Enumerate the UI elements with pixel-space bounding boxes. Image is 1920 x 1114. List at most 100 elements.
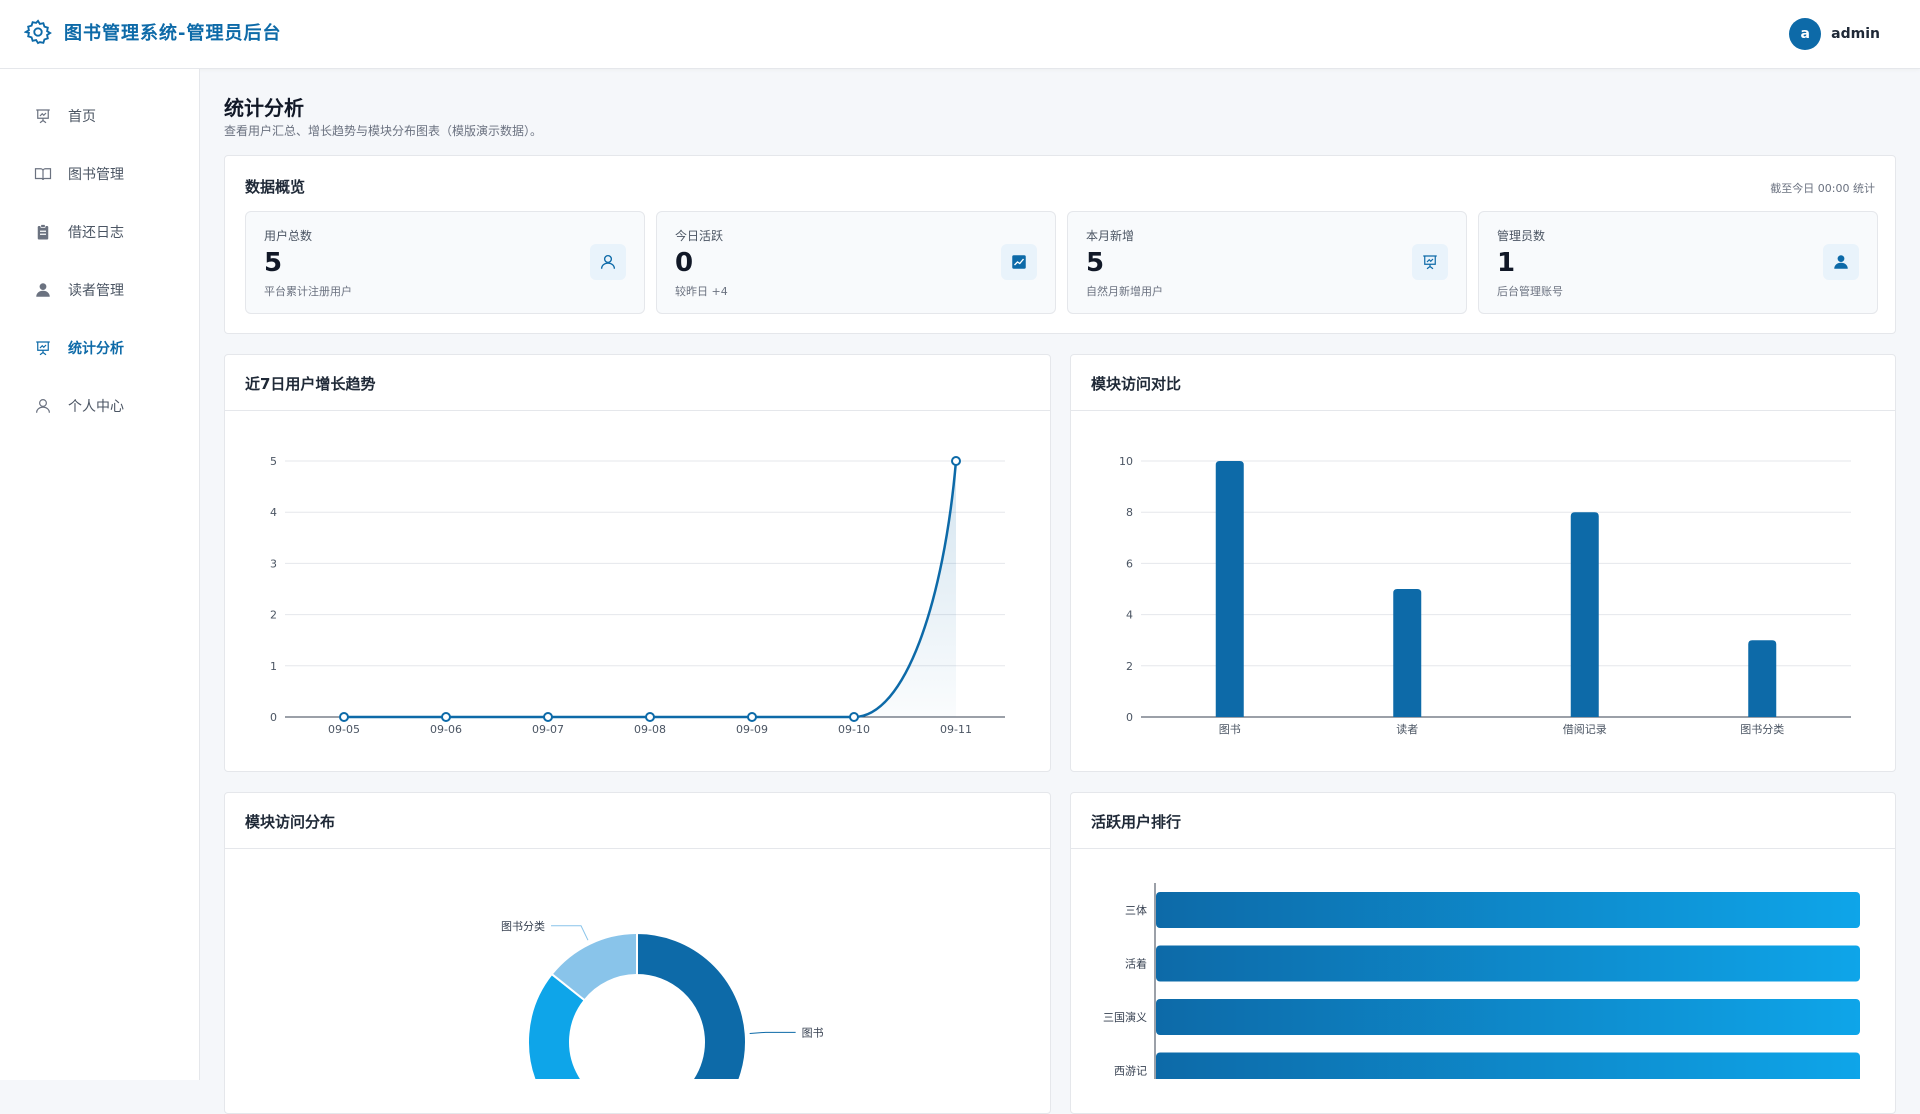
sidebar-item-label: 统计分析 (68, 341, 124, 357)
overview-title: 数据概览 (245, 178, 306, 196)
y-tick-label: 1 (270, 660, 277, 673)
x-tick-label: 09-06 (430, 723, 462, 736)
stat-value: 5 (264, 248, 283, 278)
presentation-icon (1423, 255, 1437, 270)
chart-board-icon (36, 109, 50, 124)
sidebar-item-statistics[interactable]: 统计分析 (0, 328, 199, 368)
y-tick-label: 0 (270, 711, 277, 724)
distribution-chart-panel: 模块访问分布 图书借阅记录图书分类 (224, 792, 1051, 1114)
bar (1215, 461, 1244, 717)
compare-chart-panel: 模块访问对比 0 2 4 6 8 10 图书 读者 借阅记录 图书分类 (1070, 354, 1896, 772)
sidebar-item-label: 首页 (68, 109, 96, 125)
sidebar-item-label: 个人中心 (68, 399, 124, 415)
stat-value: 0 (675, 248, 694, 278)
bar (1748, 640, 1777, 717)
y-tick-label: 3 (270, 557, 277, 570)
bar (1156, 1052, 1860, 1079)
bar (1393, 589, 1422, 717)
clipboard-icon (37, 224, 49, 240)
stat-icon-box (1412, 244, 1448, 280)
sidebar-item-books[interactable]: 图书管理 (0, 154, 199, 194)
stat-label: 今日活跃 (675, 229, 724, 243)
y-tick-label: 4 (270, 506, 277, 519)
sidebar-item-profile[interactable]: 个人中心 (0, 386, 199, 426)
brand[interactable]: 图书管理系统-管理员后台 (24, 18, 281, 46)
stat-icon-box (590, 244, 626, 280)
pie-slice (550, 931, 638, 1002)
page-subtitle: 查看用户汇总、增长趋势与模块分布图表（模版演示数据）。 (224, 124, 543, 138)
data-point (339, 712, 349, 722)
stat-subtext: 自然月新增用户 (1086, 285, 1163, 298)
slice-label: 图书分类 (501, 919, 545, 933)
panel-title: 近7日用户增长趋势 (245, 375, 376, 393)
bar (1570, 512, 1599, 717)
data-point (747, 712, 757, 722)
slice-label: 图书 (802, 1026, 824, 1039)
x-tick-label: 09-08 (634, 723, 666, 736)
user-menu[interactable]: a admin (1789, 18, 1880, 50)
y-tick-label: 0 (1126, 711, 1133, 724)
sidebar-item-label: 借还日志 (68, 225, 124, 241)
user-filled-icon (36, 283, 50, 297)
x-tick-label: 借阅记录 (1563, 723, 1607, 736)
bar (1156, 999, 1860, 1035)
ranking-chart-panel: 活跃用户排行 三体 活着 三国演义 西游记 (1070, 792, 1896, 1114)
x-tick-label: 09-05 (328, 723, 360, 736)
username[interactable]: admin (1831, 26, 1880, 42)
overview-note: 截至今日 00:00 统计 (1770, 182, 1875, 195)
stat-card-admins: 管理员数 1 后台管理账号 (1478, 211, 1878, 314)
book-open-icon (34, 168, 52, 181)
sidebar-item-label: 读者管理 (68, 283, 124, 299)
data-point (441, 712, 451, 722)
x-tick-label: 09-07 (532, 723, 564, 736)
stat-card-total-users: 用户总数 5 平台累计注册用户 (245, 211, 645, 314)
trend-chart-icon (1012, 255, 1026, 269)
sidebar-item-borrow-log[interactable]: 借还日志 (0, 212, 199, 252)
module-donut-chart: 图书借阅记录图书分类 (501, 919, 824, 1079)
stat-subtext: 后台管理账号 (1497, 285, 1563, 298)
app-title: 图书管理系统-管理员后台 (64, 23, 282, 44)
data-point (645, 712, 655, 722)
panel-title: 模块访问分布 (245, 813, 336, 831)
y-tick-label: 活着 (1125, 957, 1147, 971)
avatar[interactable]: a (1789, 18, 1822, 50)
slice-leader-line (749, 1031, 796, 1035)
panel-header: 模块访问对比 (1071, 355, 1895, 411)
stat-subtext: 较昨日 +4 (675, 285, 728, 298)
x-tick-label: 09-09 (736, 723, 768, 736)
user-filled-icon (1834, 255, 1848, 269)
data-point (951, 456, 961, 466)
x-tick-label: 09-11 (940, 723, 972, 736)
sidebar-item-home[interactable]: 首页 (0, 96, 199, 136)
stat-card-monthly-new: 本月新增 5 自然月新增用户 (1067, 211, 1467, 314)
user-outline-icon (36, 399, 50, 413)
panel-header: 模块访问分布 (225, 793, 1050, 849)
page-title: 统计分析 (224, 96, 304, 120)
y-tick-label: 三国演义 (1103, 1010, 1147, 1024)
x-tick-label: 图书分类 (1740, 722, 1784, 736)
panel-title: 活跃用户排行 (1091, 813, 1182, 831)
pie-slice (527, 972, 587, 1079)
panel-header: 活跃用户排行 (1071, 793, 1895, 849)
stat-value: 1 (1497, 248, 1516, 278)
growth-chart-panel: 近7日用户增长趋势 0 1 2 3 4 5 09-05 09-06 09-07 09-08 09-0… (224, 354, 1051, 772)
series-area (344, 461, 956, 717)
bar (1156, 945, 1860, 982)
y-tick-label: 西游记 (1114, 1065, 1147, 1078)
sidebar-item-readers[interactable]: 读者管理 (0, 270, 199, 310)
module-bar-chart: 0 2 4 6 8 10 图书 读者 借阅记录 图书分类 (1119, 455, 1851, 736)
stat-icon-box (1823, 244, 1859, 280)
stat-value: 5 (1086, 248, 1105, 278)
bar (1156, 892, 1860, 928)
x-tick-label: 图书 (1219, 723, 1241, 736)
panel-title: 模块访问对比 (1091, 375, 1182, 393)
panel-header: 近7日用户增长趋势 (225, 355, 1050, 411)
data-point (849, 712, 859, 722)
series-line (344, 460, 958, 719)
y-tick-label: 8 (1126, 506, 1133, 519)
y-tick-label: 6 (1126, 557, 1133, 570)
stat-label: 本月新增 (1086, 229, 1135, 243)
chart-board-icon (36, 341, 50, 356)
stat-card-active-today: 今日活跃 0 较昨日 +4 (656, 211, 1056, 314)
